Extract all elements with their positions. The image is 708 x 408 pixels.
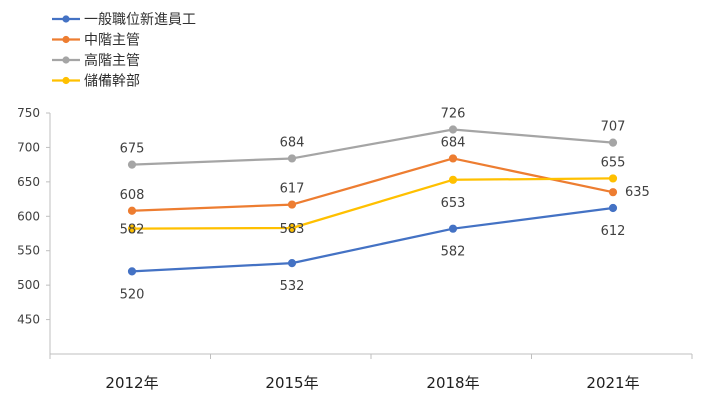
legend-label-1: 中階主管 [84,33,140,49]
data-label: 655 [601,155,626,170]
series-line-2 [131,128,614,166]
legend-label-0: 一般職位新進員工 [84,12,196,28]
data-label: 582 [120,223,145,238]
data-label: 612 [601,224,626,239]
x-tick-label: 2015年 [265,374,318,392]
x-tick-label: 2012年 [105,374,158,392]
legend-label-3: 儲備幹部 [84,73,140,90]
series-line-1 [131,157,614,212]
y-tick-label: 750 [17,106,40,120]
data-label: 520 [120,287,145,302]
data-point [127,160,137,169]
y-tick-label: 600 [17,209,40,223]
data-label: 653 [441,196,466,211]
data-point [127,267,137,276]
data-label: 608 [120,188,145,203]
data-label: 635 [625,185,650,200]
data-point [127,206,137,215]
data-label: 707 [601,120,626,135]
data-label: 684 [441,135,466,150]
x-tick-label: 2018年 [426,374,479,392]
y-tick-label: 650 [17,175,40,189]
legend-marker-2 [62,56,70,64]
data-point [448,224,458,233]
data-point [448,175,458,184]
y-tick-label: 700 [17,140,40,154]
data-label: 684 [280,135,305,150]
data-point [608,188,618,197]
y-tick-label: 500 [17,278,40,292]
legend-marker-3 [62,76,70,85]
data-point [448,154,458,163]
data-point [287,154,297,163]
data-label: 675 [120,142,145,157]
data-label: 532 [280,279,305,294]
data-point [608,174,618,183]
data-point [448,125,458,134]
x-tick-label: 2021年 [586,374,639,392]
data-point [287,200,297,209]
legend-label-2: 高階主管 [84,52,140,69]
data-label: 617 [280,182,305,197]
data-label: 726 [441,107,466,122]
data-point [127,224,137,233]
y-tick-label: 550 [17,244,40,258]
legend-marker-0 [62,15,70,23]
series-line-0 [131,206,614,273]
data-point [287,223,297,233]
y-tick-label: 450 [17,313,40,327]
series-line-3 [131,177,614,230]
data-point [608,138,618,147]
data-point [287,259,297,268]
legend-marker-1 [62,35,70,44]
data-label: 583 [280,222,305,237]
data-point [608,203,618,213]
data-label: 582 [441,245,466,260]
